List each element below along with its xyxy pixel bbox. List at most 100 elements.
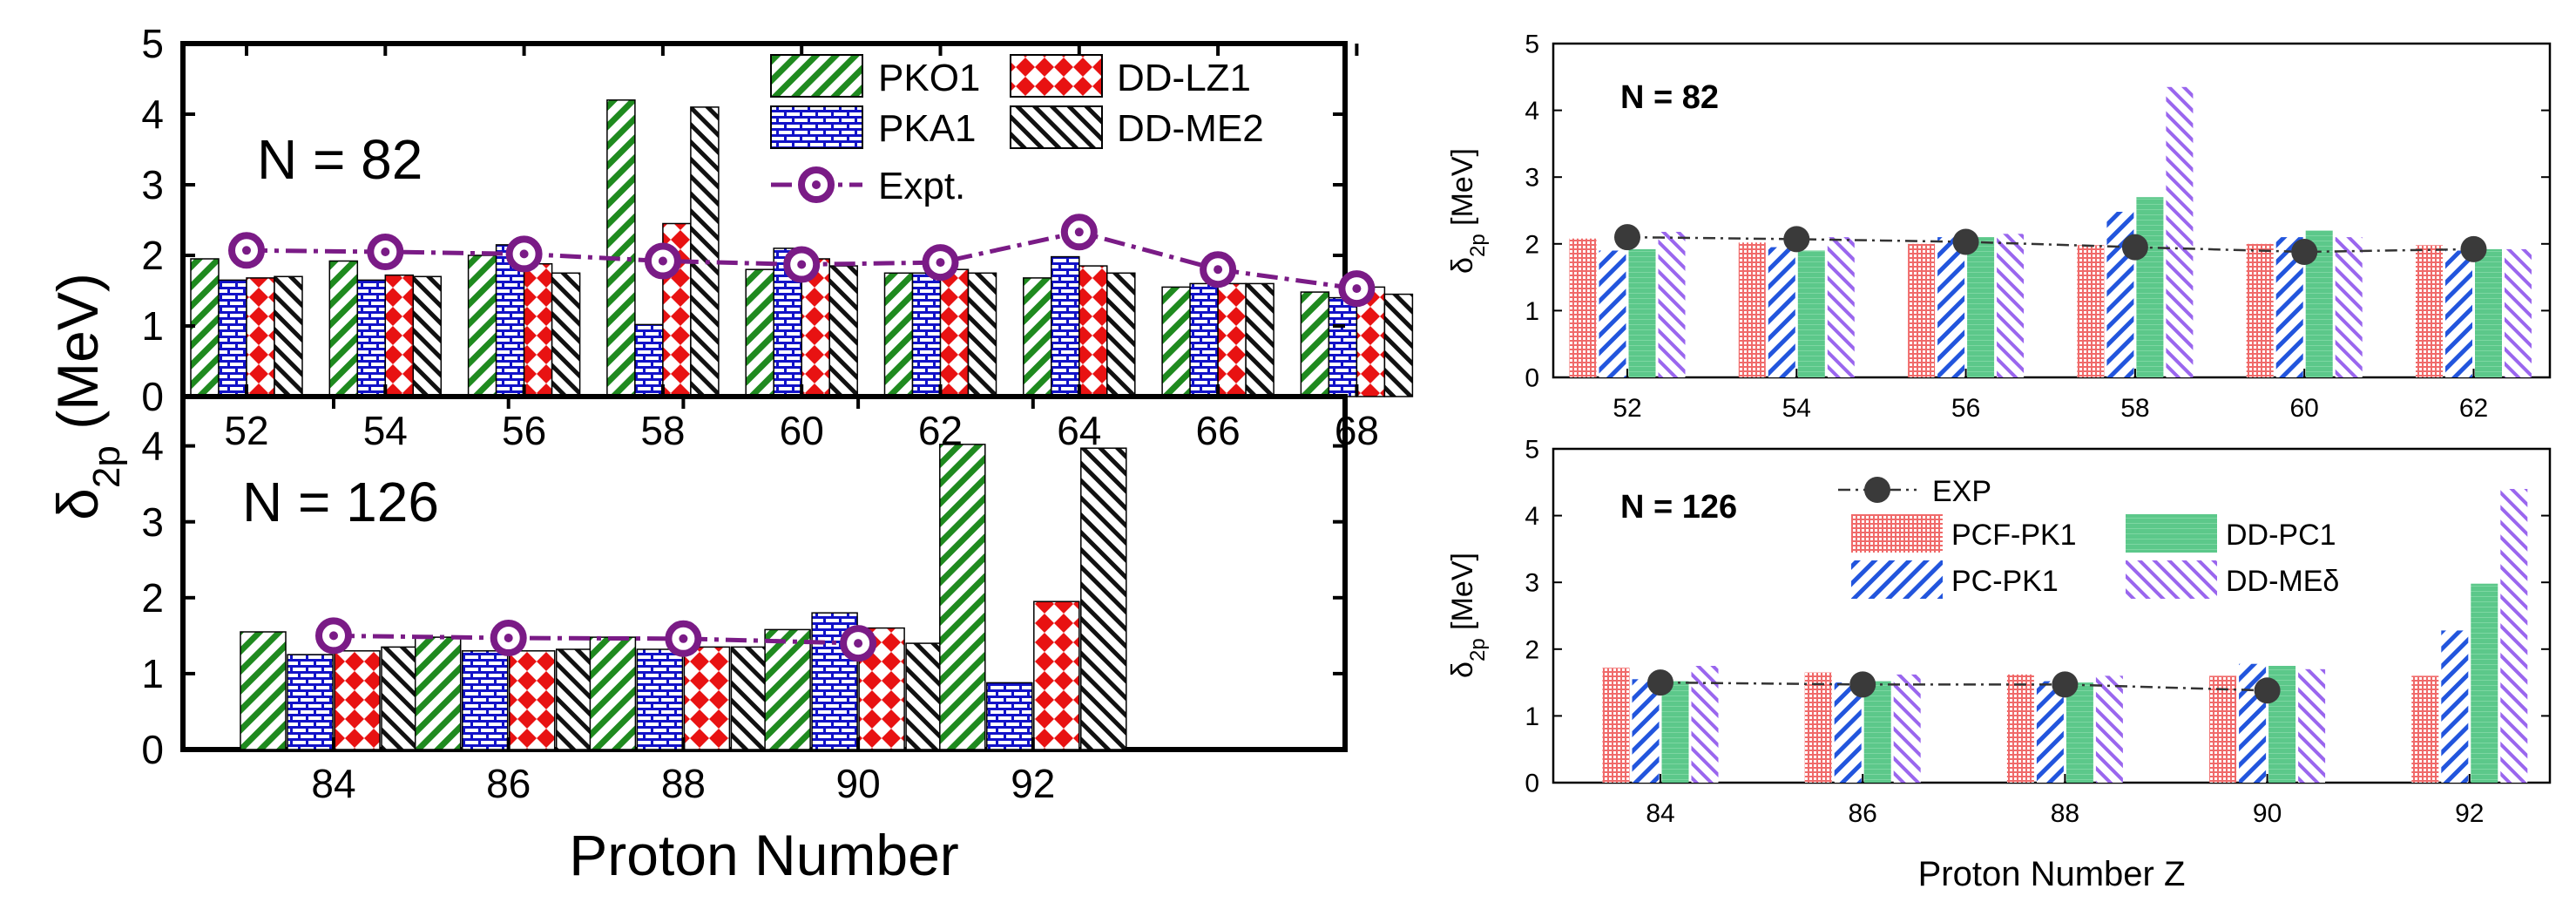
expt-point-dot-90 xyxy=(854,639,863,648)
expt-point-dot-52 xyxy=(242,246,251,255)
legend-label-ddmed: DD-MEδ xyxy=(2226,565,2339,598)
x-tick-label: 64 xyxy=(1057,408,1101,453)
exp-point-88 xyxy=(2052,671,2079,698)
right-bottom-y-axis: 0 1 2 3 4 5 xyxy=(1525,436,2550,798)
x-tick-label: 52 xyxy=(224,408,268,453)
x-tick-label: 90 xyxy=(2253,799,2282,828)
y-tick-label: 1 xyxy=(1525,297,1539,326)
bar-pko1-62 xyxy=(883,272,914,397)
legend-marker-exp xyxy=(1864,477,1890,503)
y-tick-label: 3 xyxy=(141,162,164,207)
right-top-frame xyxy=(1552,42,2552,379)
bar-pcpk1-84 xyxy=(1632,679,1660,783)
expt-line xyxy=(333,633,859,646)
y-tick-label: 0 xyxy=(1525,364,1539,393)
bar-ddme2-54 xyxy=(412,275,443,397)
exp-point-60 xyxy=(2291,239,2318,265)
left-top-y-axis: 0 1 2 3 4 5 xyxy=(141,21,1345,419)
bar-ddpc1-52 xyxy=(1628,248,1656,377)
expt-line xyxy=(1626,235,2474,254)
legend-swatch-pcfpk1 xyxy=(1851,514,1943,553)
right-bottom-y-axis-label: δ2p [MeV] xyxy=(1446,553,1490,678)
bar-pko1-64 xyxy=(1023,277,1052,397)
bar-ddlz1-56 xyxy=(523,262,553,397)
exp-point-52 xyxy=(1614,224,1640,251)
bar-ddmed-62 xyxy=(2505,248,2532,377)
bar-ddmed-92 xyxy=(2500,489,2528,783)
x-tick-label: 84 xyxy=(1646,799,1674,828)
bar-pko1-88 xyxy=(589,636,637,750)
left-top-expt-series xyxy=(228,214,1376,308)
bar-pcpk1-56 xyxy=(1937,237,1965,377)
y-tick-label: 2 xyxy=(141,233,164,278)
left-bottom-y-axis: 0 1 2 3 4 xyxy=(141,424,1345,772)
right-x-axis-label: Proton Number Z xyxy=(1918,855,2186,893)
bar-pko1-92 xyxy=(939,444,986,750)
bar-pko1-66 xyxy=(1161,286,1191,397)
left-top-x-axis: 52 54 56 58 60 62 64 66 68 xyxy=(224,44,1379,453)
bar-ddpc1-62 xyxy=(2475,248,2502,377)
bar-ddme2-58 xyxy=(690,106,720,397)
y-tick-label: 0 xyxy=(141,727,164,772)
bar-ddmed-56 xyxy=(1997,234,2025,377)
bar-pka1-66 xyxy=(1189,282,1219,397)
bar-ddlz1-54 xyxy=(384,274,415,397)
bar-ddpc1-92 xyxy=(2471,583,2498,783)
right-top-y-axis-label: δ2p [MeV] xyxy=(1446,148,1490,274)
x-tick-label: 84 xyxy=(311,761,355,806)
y-tick-label: 2 xyxy=(141,575,164,621)
bar-pcfpk1-52 xyxy=(1569,238,1597,377)
expt-point-dot-62 xyxy=(936,258,945,268)
left-y-axis-label: δ2p (MeV) xyxy=(45,273,128,520)
x-tick-label: 56 xyxy=(502,408,546,453)
x-tick-label: 66 xyxy=(1196,408,1241,453)
expt-point-dot-58 xyxy=(658,256,667,266)
y-tick-label: 0 xyxy=(141,374,164,419)
expt-line xyxy=(1660,681,2268,692)
expt-point-dot-66 xyxy=(1214,265,1223,275)
bar-pka1-84 xyxy=(287,654,334,750)
expt-point-dot-54 xyxy=(381,248,390,256)
y-tick-label: 4 xyxy=(141,92,164,137)
bar-pcpk1-86 xyxy=(1834,682,1862,783)
x-tick-label: 60 xyxy=(2290,394,2319,423)
right-top-x-axis: 52 54 56 58 60 62 xyxy=(1613,369,2488,423)
bar-ddlz1-66 xyxy=(1217,282,1247,397)
expt-point-dot-84 xyxy=(329,631,338,641)
legend-swatch-pko1 xyxy=(770,54,863,98)
x-tick-label: 54 xyxy=(1782,394,1811,423)
expt-point-dot-60 xyxy=(797,260,807,269)
bar-pka1-52 xyxy=(218,279,247,397)
right-legend: EXP PCF-PK1 DD-PC1 PC-PK1 DD-MEδ xyxy=(1838,475,2339,599)
y-tick-label: 1 xyxy=(141,303,164,349)
bar-pcfpk1-86 xyxy=(1804,672,1832,783)
right-top-exp-series xyxy=(1614,224,2487,265)
y-tick-label: 4 xyxy=(1525,502,1539,531)
bar-ddmed-58 xyxy=(2166,86,2194,378)
exp-point-84 xyxy=(1647,669,1673,696)
y-tick-label: 4 xyxy=(141,424,164,469)
legend-swatch-pka1 xyxy=(770,105,863,149)
legend-label-ddme2: DD-ME2 xyxy=(1117,107,1264,150)
exp-point-62 xyxy=(2460,235,2487,262)
right-top-bars xyxy=(1569,86,2532,378)
exp-point-54 xyxy=(1783,226,1810,253)
bar-pcfpk1-58 xyxy=(2077,245,2105,377)
bar-pcfpk1-84 xyxy=(1602,668,1630,783)
x-tick-label: 90 xyxy=(836,761,881,806)
bar-pcpk1-88 xyxy=(2036,681,2064,783)
bar-pko1-58 xyxy=(606,99,636,397)
left-bottom-bars xyxy=(240,444,1127,750)
bar-pcpk1-92 xyxy=(2441,630,2469,783)
bar-ddpc1-58 xyxy=(2136,197,2164,377)
bar-pka1-62 xyxy=(911,272,942,397)
right-top-plot: 0 1 2 3 4 5 52 54 56 58 60 62 N = 82 δ2p [MeV] xyxy=(1446,31,2552,423)
x-tick-label: 92 xyxy=(2455,799,2484,828)
left-top-bars xyxy=(190,99,1414,397)
y-tick-label: 4 xyxy=(1525,97,1539,126)
bar-ddmed-90 xyxy=(2298,668,2326,783)
legend-swatch-ddpc1 xyxy=(2126,514,2217,553)
bar-pcfpk1-92 xyxy=(2411,675,2439,783)
y-tick-label: 5 xyxy=(1525,436,1539,465)
